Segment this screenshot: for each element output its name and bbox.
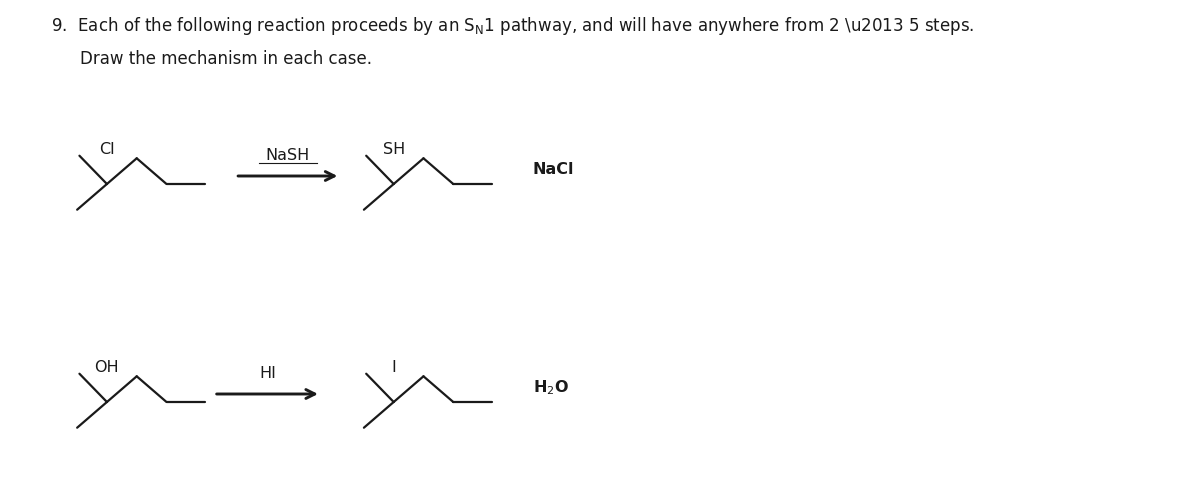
- Text: NaCl: NaCl: [533, 162, 575, 177]
- Text: H$_2$O: H$_2$O: [533, 378, 569, 396]
- Text: Cl: Cl: [100, 142, 115, 157]
- Text: 9.  Each of the following reaction proceeds by an S$_\mathregular{N}$1 pathway, : 9. Each of the following reaction procee…: [50, 15, 973, 37]
- Text: HI: HI: [259, 365, 276, 380]
- Text: Draw the mechanism in each case.: Draw the mechanism in each case.: [79, 50, 372, 68]
- Text: NaSH: NaSH: [265, 148, 310, 163]
- Text: I: I: [391, 359, 396, 374]
- Text: OH: OH: [95, 359, 119, 374]
- Text: SH: SH: [383, 142, 404, 157]
